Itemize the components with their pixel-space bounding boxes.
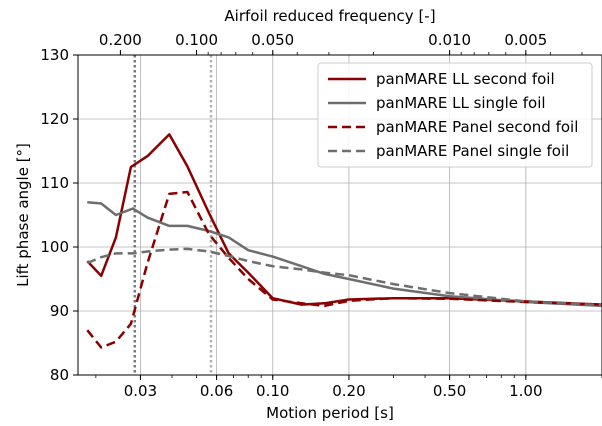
legend-label: panMARE LL single foil [376,94,546,112]
x-tick-label: 0.50 [433,382,466,400]
top-x-tick-label: 0.005 [504,31,547,49]
legend-label: panMARE Panel single foil [376,142,569,160]
series-group [86,133,602,349]
top-x-axis-label: Airfoil reduced frequency [-] [224,7,435,25]
series-line [86,133,602,306]
y-tick-label: 110 [40,174,69,192]
y-tick-label: 80 [50,366,69,384]
x-tick-label: 0.10 [256,382,289,400]
legend-label: panMARE Panel second foil [376,118,578,136]
legend-box [317,62,593,168]
x-tick-label: 0.06 [200,382,233,400]
y-tick-label: 90 [50,302,69,320]
x-tick-label: 0.03 [124,382,157,400]
y-tick-label: 100 [40,238,69,256]
series-line [86,190,602,349]
top-x-tick-label: 0.100 [175,31,218,49]
plot-frame [77,54,602,376]
x-axis-label: Motion period [s] [266,404,394,422]
top-x-tick-label: 0.050 [251,31,294,49]
legend-label: panMARE LL second foil [376,70,555,88]
x-tick-label: 1.00 [509,382,542,400]
series-line [86,247,602,307]
y-axis-label: Lift phase angle [°] [14,143,32,287]
top-x-tick-label: 0.010 [428,31,471,49]
ticks: 80 90 100 110 120 130 0.03 0.06 0.10 0.20 0.50 1.00… [40,31,602,400]
legend: panMARE LL second foil panMARE LL single … [317,62,593,168]
top-x-tick-label: 0.200 [99,31,142,49]
y-tick-label: 120 [40,110,69,128]
y-tick-label: 130 [40,46,69,64]
x-tick-label: 0.20 [332,382,365,400]
series-line [87,200,602,308]
